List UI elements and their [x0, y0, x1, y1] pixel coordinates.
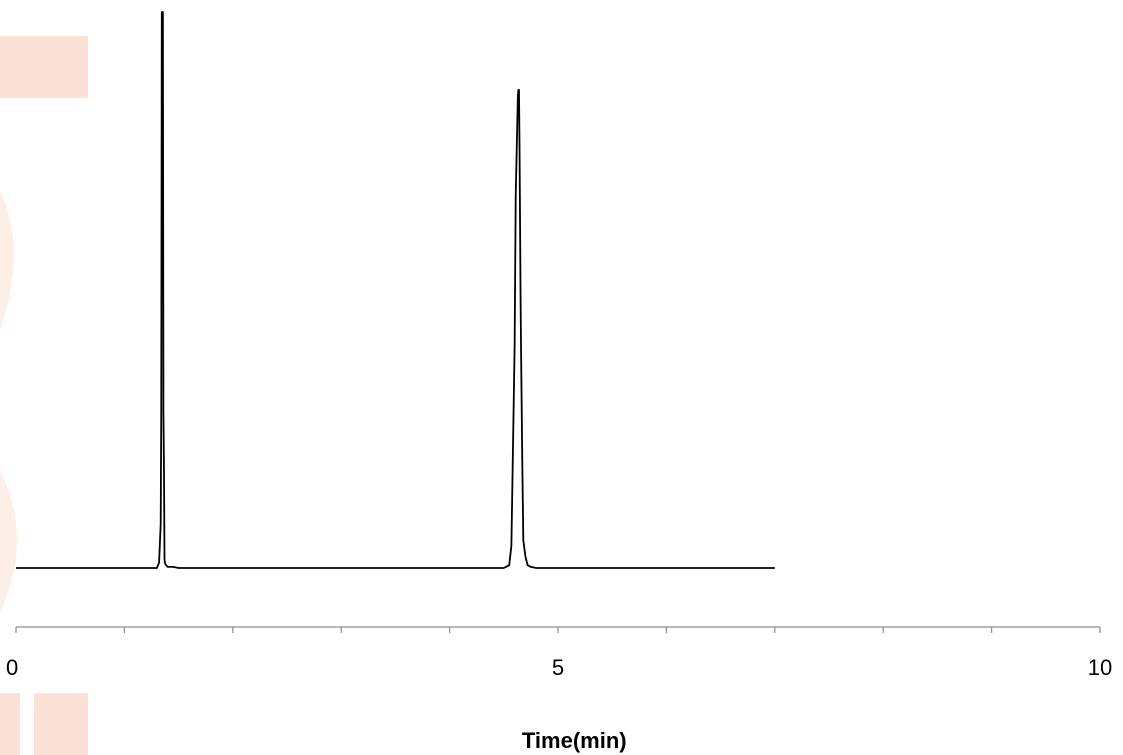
watermark-block-bottom-right [34, 693, 88, 755]
chromatogram-trace [16, 11, 775, 569]
x-axis-title: Time(min) [522, 728, 627, 753]
x-tick-label: 0 [6, 655, 18, 680]
watermark-logo [0, 36, 88, 755]
x-tick-label: 5 [552, 655, 564, 680]
x-axis-tick-labels: 0 5 10 [6, 655, 1112, 680]
watermark-curve-upper [0, 190, 14, 330]
x-tick-label: 10 [1088, 655, 1112, 680]
watermark-curve-lower [0, 470, 17, 612]
plot-area [16, 11, 775, 569]
watermark-block-bottom-left [0, 693, 20, 755]
watermark-block-top [0, 36, 88, 98]
x-axis-ticks [15, 627, 1101, 633]
